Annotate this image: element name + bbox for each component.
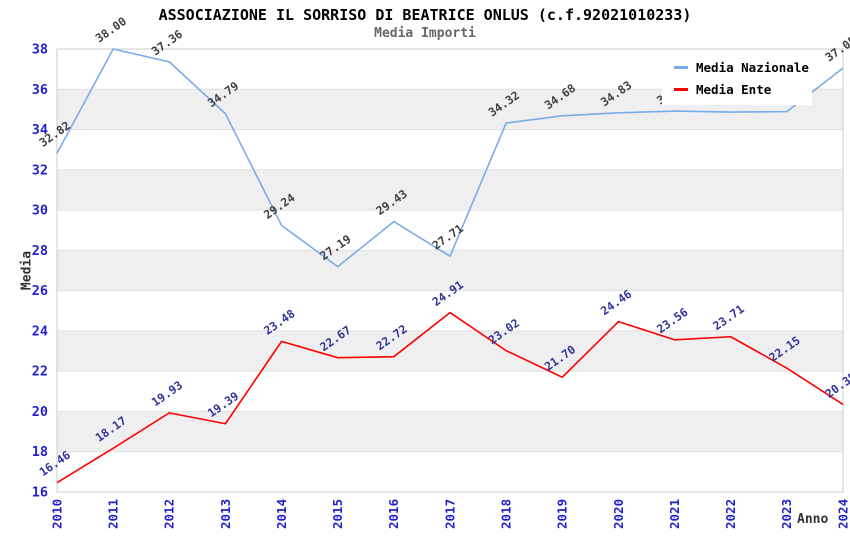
- data-point-label-media-nazionale: 27.71: [430, 221, 466, 252]
- y-tick-label: 30: [32, 203, 48, 219]
- nazionale-line-swatch-icon: [674, 66, 688, 69]
- x-tick-label: 2013: [218, 499, 233, 529]
- grid-band: [57, 250, 843, 291]
- series-line-media-ente: [56, 311, 844, 484]
- x-tick-label: 2020: [611, 499, 626, 529]
- y-tick-label: 20: [32, 404, 48, 420]
- x-tick-label: 2011: [106, 499, 121, 529]
- y-tick-label: 18: [32, 444, 48, 460]
- y-tick-label: 28: [32, 243, 48, 259]
- legend-item-ente: Media Ente: [674, 82, 802, 97]
- x-axis-title: Anno: [797, 512, 829, 527]
- legend-label-nazionale: Media Nazionale: [696, 60, 809, 75]
- y-tick-label: 34: [32, 122, 48, 138]
- data-point-label-media-ente: 20.35: [823, 369, 850, 400]
- data-point-label-media-ente: 24.46: [598, 287, 634, 318]
- y-tick-label: 22: [32, 364, 48, 380]
- x-tick-label: 2017: [442, 499, 457, 529]
- grid-band: [57, 169, 843, 211]
- legend-label-ente: Media Ente: [696, 82, 772, 97]
- x-tick-label: 2019: [555, 499, 570, 529]
- y-tick-label: 38: [32, 42, 48, 58]
- chart-subtitle: Media Importi: [374, 26, 476, 41]
- x-tick-label: 2018: [499, 499, 514, 529]
- data-point-label-media-ente: 19.93: [149, 378, 185, 409]
- x-tick-label: 2010: [49, 499, 64, 529]
- data-point-label-media-nazionale: 38.00: [93, 14, 129, 45]
- y-tick-label: 36: [32, 82, 48, 98]
- x-tick-label: 2014: [274, 499, 289, 529]
- x-tick-label: 2016: [386, 499, 401, 529]
- grid-band: [57, 411, 843, 452]
- x-tick-label: 2021: [667, 499, 682, 529]
- chart-title: ASSOCIAZIONE IL SORRISO DI BEATRICE ONLU…: [158, 6, 692, 24]
- legend-item-nazionale: Media Nazionale: [674, 60, 809, 75]
- plot-border: [56, 48, 844, 493]
- data-point-label-media-nazionale: 37.36: [149, 27, 185, 58]
- y-tick-label: 26: [32, 283, 48, 299]
- data-point-label-media-ente: 23.71: [710, 302, 746, 333]
- y-tick-label: 24: [32, 323, 48, 339]
- x-tick-label: 2023: [779, 499, 794, 529]
- series-line-media-nazionale: [56, 48, 844, 268]
- ente-line-swatch-icon: [674, 88, 688, 91]
- y-axis-title: Media: [19, 250, 35, 291]
- y-tick-label: 32: [32, 162, 48, 178]
- x-tick-label: 2012: [162, 499, 177, 529]
- y-tick-label: 16: [32, 485, 48, 501]
- legend: Media Nazionale Media Ente: [662, 52, 812, 105]
- x-tick-label: 2024: [835, 499, 850, 529]
- x-tick-label: 2022: [723, 499, 738, 529]
- x-tick-label: 2015: [330, 499, 345, 529]
